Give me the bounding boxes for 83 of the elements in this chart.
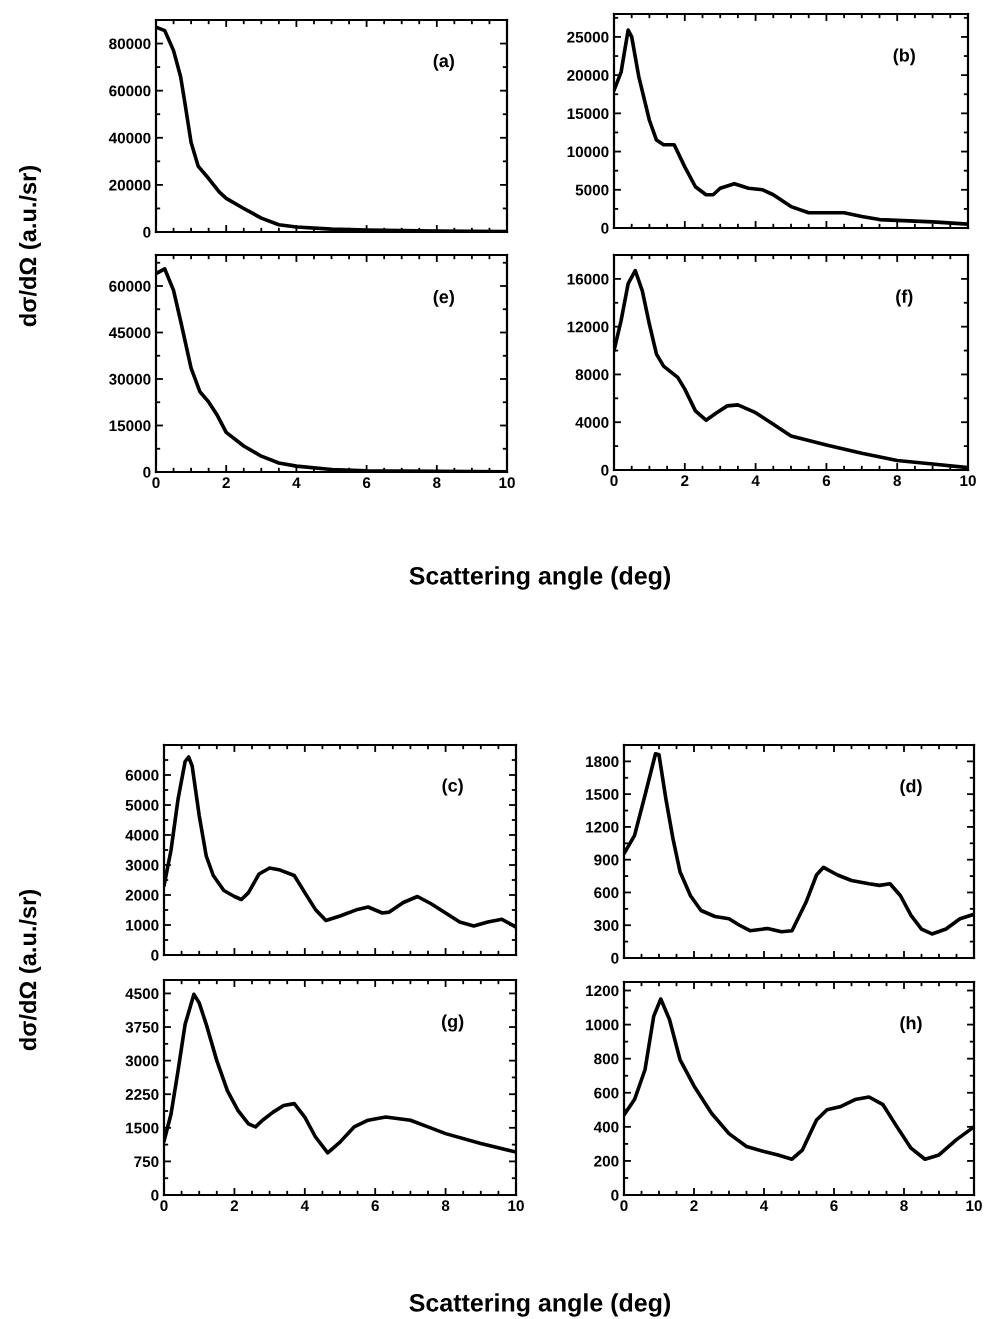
x-tick-label: 4 — [300, 1200, 309, 1211]
annotation: (d) — [900, 779, 922, 797]
y-tick-label: 15000 — [567, 108, 609, 120]
y-tick-label: 8000 — [575, 369, 609, 381]
y-tick-label: 3000 — [125, 859, 159, 871]
x-tick-label: 2 — [222, 477, 230, 488]
y-tick-label: 15000 — [109, 420, 151, 432]
x-tick-label: 10 — [508, 1200, 524, 1212]
annotation: (e) — [433, 289, 454, 307]
y-tick-label: 80000 — [109, 38, 151, 50]
y-tick-label: 10000 — [567, 146, 609, 158]
y-tick-label: 60000 — [109, 85, 151, 97]
y-axis-title: dσ/dΩ (a.u./sr) — [19, 890, 41, 1051]
y-tick-label: 0 — [151, 949, 159, 961]
y-tick-label: 2250 — [125, 1089, 159, 1100]
x-tick-label: 10 — [499, 477, 515, 489]
y-tick-label: 1200 — [586, 985, 619, 997]
annotation: (g) — [442, 1014, 464, 1032]
annotation: (f) — [896, 289, 913, 307]
y-tick-label: 0 — [601, 222, 609, 234]
x-tick-label: 6 — [371, 1200, 379, 1212]
x-tick-label: 10 — [966, 1200, 982, 1212]
y-tick-label: 16000 — [567, 273, 609, 285]
y-tick-label: 1800 — [586, 756, 619, 768]
y-tick-label: 0 — [151, 1189, 159, 1201]
x-tick-label: 10 — [960, 475, 976, 487]
x-tick-label: 2 — [690, 1200, 698, 1211]
x-axis-title: Scattering angle (deg) — [409, 1293, 671, 1317]
y-axis-title: dσ/dΩ (a.u./sr) — [19, 166, 41, 327]
y-tick-label: 40000 — [108, 132, 151, 144]
y-tick-label: 400 — [593, 1121, 619, 1133]
annotation: (h) — [900, 1016, 922, 1034]
y-tick-label: 0 — [611, 1189, 619, 1201]
x-tick-label: 6 — [362, 477, 371, 489]
y-tick-label: 900 — [594, 854, 619, 866]
y-tick-label: 12000 — [567, 321, 609, 333]
y-tick-label: 0 — [611, 952, 619, 964]
x-tick-label: 0 — [620, 1200, 628, 1212]
annotation: (b) — [893, 48, 915, 66]
y-tick-label: 800 — [594, 1053, 619, 1065]
y-tick-label: 4000 — [575, 417, 609, 428]
x-tick-label: 4 — [751, 475, 760, 486]
y-tick-label: 4000 — [125, 829, 159, 841]
x-tick-label: 8 — [433, 477, 441, 489]
x-tick-label: 6 — [822, 475, 831, 487]
y-tick-label: 0 — [601, 464, 609, 476]
y-tick-label: 1000 — [126, 919, 159, 931]
y-tick-label: 5000 — [125, 799, 159, 811]
x-tick-label: 6 — [830, 1200, 838, 1212]
x-tick-label: 2 — [230, 1200, 239, 1211]
y-tick-label: 45000 — [108, 327, 151, 339]
x-tick-label: 8 — [893, 475, 901, 487]
x-tick-label: 4 — [759, 1200, 769, 1211]
x-tick-label: 8 — [900, 1200, 908, 1212]
x-tick-label: 2 — [681, 475, 689, 486]
y-tick-label: 20000 — [567, 70, 609, 81]
y-tick-label: 200 — [594, 1155, 619, 1167]
y-tick-label: 3750 — [125, 1021, 159, 1033]
y-tick-label: 20000 — [109, 179, 151, 191]
y-tick-label: 750 — [134, 1156, 159, 1168]
y-tick-label: 1500 — [126, 1122, 159, 1134]
annotation: (c) — [442, 778, 463, 796]
y-tick-label: 600 — [594, 887, 619, 899]
y-tick-label: 0 — [143, 226, 151, 238]
y-tick-label: 25000 — [567, 31, 609, 43]
y-tick-label: 600 — [594, 1087, 619, 1099]
y-tick-label: 0 — [143, 466, 151, 478]
y-tick-label: 1000 — [586, 1019, 619, 1031]
y-tick-label: 5000 — [575, 184, 609, 196]
y-tick-label: 3000 — [125, 1055, 159, 1067]
y-tick-label: 30000 — [109, 373, 151, 385]
y-tick-label: 2000 — [125, 889, 159, 901]
y-tick-label: 4500 — [125, 988, 159, 1000]
y-tick-label: 60000 — [109, 280, 151, 292]
x-tick-label: 4 — [292, 477, 301, 488]
y-tick-label: 1200 — [586, 821, 619, 833]
x-tick-label: 8 — [441, 1200, 450, 1212]
y-tick-label: 6000 — [125, 769, 159, 781]
x-tick-label: 0 — [160, 1200, 168, 1212]
x-axis-title: Scattering angle (deg) — [409, 566, 671, 590]
annotation: (a) — [433, 53, 454, 71]
y-tick-label: 1500 — [586, 789, 619, 800]
y-tick-label: 300 — [594, 920, 619, 931]
